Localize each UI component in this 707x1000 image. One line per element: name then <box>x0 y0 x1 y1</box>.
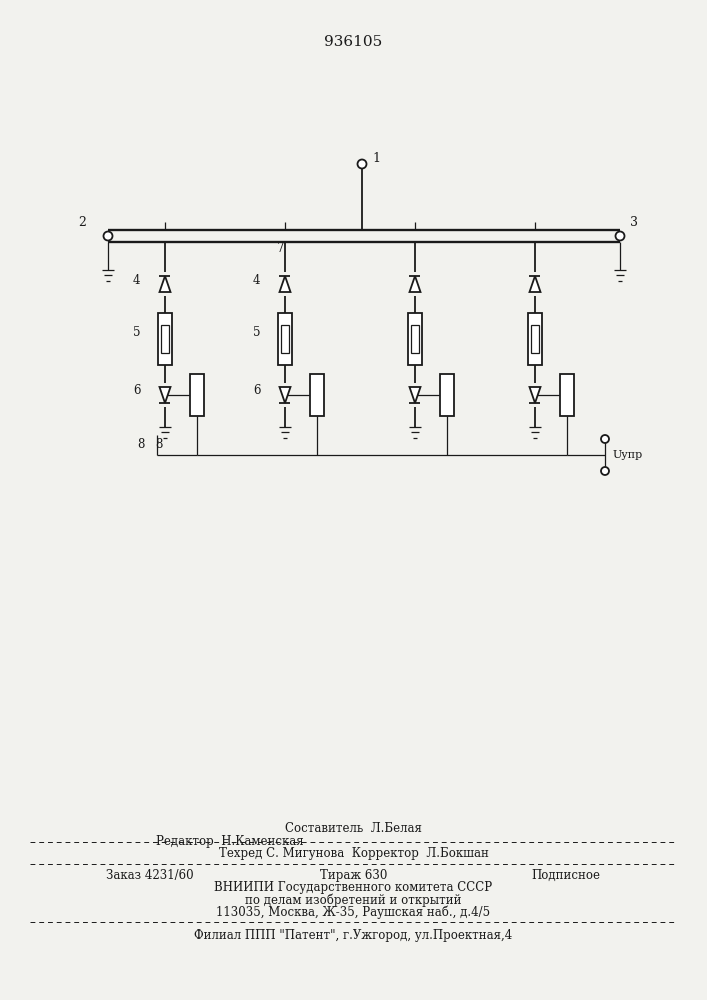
Polygon shape <box>160 276 170 292</box>
Bar <box>560 374 574 416</box>
Circle shape <box>601 467 609 475</box>
Polygon shape <box>279 276 291 292</box>
Text: ВНИИПИ Государственного комитета СССР: ВНИИПИ Государственного комитета СССР <box>214 882 493 894</box>
Bar <box>528 313 542 365</box>
Text: Uупр: Uупр <box>613 450 643 460</box>
Bar <box>158 313 172 365</box>
Circle shape <box>358 159 366 168</box>
Circle shape <box>616 232 624 240</box>
Text: 4: 4 <box>253 273 260 286</box>
Polygon shape <box>530 387 540 403</box>
Text: Филиал ППП "Патент", г.Ужгород, ул.Проектная,4: Филиал ППП "Патент", г.Ужгород, ул.Проек… <box>194 928 513 942</box>
Text: Техред С. Мигунова  Корректор  Л.Бокшан: Техред С. Мигунова Корректор Л.Бокшан <box>218 846 489 859</box>
Bar <box>411 325 419 353</box>
Bar <box>440 374 454 416</box>
Circle shape <box>103 232 112 240</box>
Polygon shape <box>160 387 170 403</box>
Polygon shape <box>409 387 421 403</box>
Text: 8: 8 <box>156 438 163 452</box>
Polygon shape <box>530 276 540 292</box>
Text: 7: 7 <box>277 242 284 255</box>
Text: Заказ 4231/60: Заказ 4231/60 <box>106 868 194 882</box>
Bar <box>160 325 169 353</box>
Text: 936105: 936105 <box>324 35 382 49</box>
Text: Тираж 630: Тираж 630 <box>320 868 387 882</box>
Text: 4: 4 <box>133 273 141 286</box>
Bar <box>408 313 422 365</box>
Bar <box>281 325 289 353</box>
Bar <box>310 374 324 416</box>
Text: 5: 5 <box>253 326 260 340</box>
Text: Составитель  Л.Белая: Составитель Л.Белая <box>285 822 422 834</box>
Text: Редактор  Н.Каменская: Редактор Н.Каменская <box>156 836 303 848</box>
Text: 1: 1 <box>372 151 380 164</box>
Text: по делам изобретений и открытий: по делам изобретений и открытий <box>245 893 462 907</box>
Bar <box>531 325 539 353</box>
Text: 8: 8 <box>137 438 144 452</box>
Text: 2: 2 <box>78 216 86 229</box>
Text: 6: 6 <box>133 384 141 397</box>
Bar <box>278 313 292 365</box>
Polygon shape <box>279 387 291 403</box>
Text: 5: 5 <box>133 326 141 340</box>
Text: Подписное: Подписное <box>531 868 600 882</box>
Polygon shape <box>409 276 421 292</box>
Circle shape <box>601 435 609 443</box>
Text: 6: 6 <box>253 384 260 397</box>
Bar <box>190 374 204 416</box>
Text: 113035, Москва, Ж-35, Раушская наб., д.4/5: 113035, Москва, Ж-35, Раушская наб., д.4… <box>216 905 491 919</box>
Text: 3: 3 <box>630 216 638 229</box>
